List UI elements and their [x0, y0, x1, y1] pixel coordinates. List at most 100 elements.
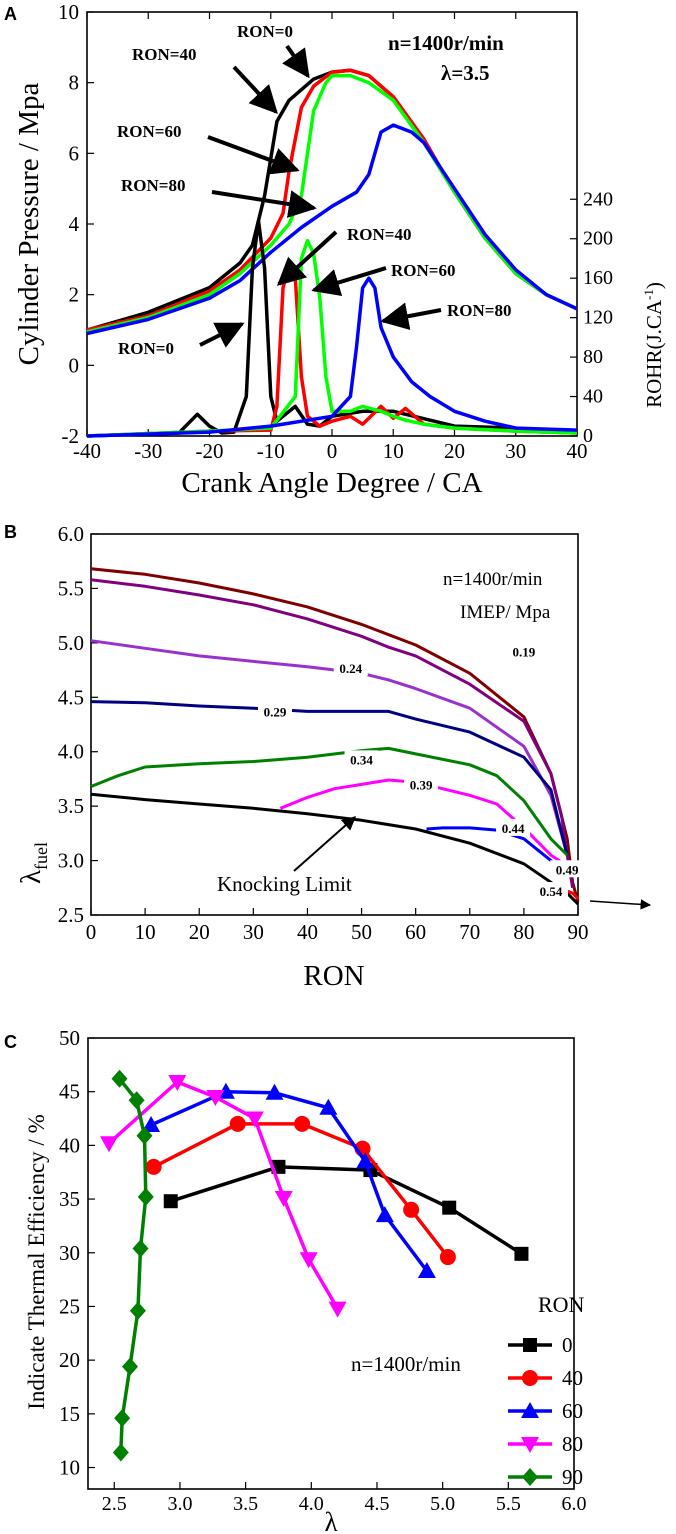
chart-b-ylabel: λfuel	[15, 842, 51, 884]
chart-a-xtick-label: 10	[383, 439, 404, 463]
chart-c-xtick-label: 3.5	[233, 1493, 258, 1515]
chart-c-ticks: 2.5 3.0 3.5 4.0 4.5 5.0 5.5 6.0 10 15 20 25 30 35 40 45…	[59, 1026, 587, 1515]
chart-a-xtick-label: -20	[196, 439, 224, 463]
chart-b-knock-label: Knocking Limit	[217, 872, 352, 896]
chart-c-point-ron80	[274, 1190, 293, 1207]
chart-a-ytick-label: 2	[69, 283, 80, 307]
chart-a-xtick-label: 0	[327, 439, 338, 463]
chart-a-y2tick-label: 80	[583, 346, 603, 368]
chart-a-label-r-ron40: RON=40	[347, 225, 411, 244]
chart-a-y2tick-label: 40	[583, 386, 603, 408]
chart-b-contour-label-bg	[344, 750, 379, 768]
chart-c-xtick-label: 2.5	[102, 1493, 127, 1515]
chart-b-ytick-label: 5.5	[58, 576, 84, 600]
chart-b-contour-labels: 0.19 0.24 0.29 0.34 0.39 0.44 0.49 0.54	[257, 642, 585, 900]
chart-c-legend-label: 40	[562, 1366, 583, 1390]
chart-a-label-r-ron60: RON=60	[391, 261, 455, 280]
chart-a-xtick-label: -30	[134, 439, 162, 463]
chart-b: 0 10 20 30 40 50 60 70 80 90 2.5 3.0 3.5 4.0 4.5 5.0 5.5…	[15, 522, 652, 992]
chart-c-ytick-label: 50	[59, 1026, 80, 1050]
chart-c-xlabel: λ	[324, 1507, 337, 1534]
chart-b-contour-label-bg	[550, 860, 585, 878]
chart-c-xtick-label: 5.0	[430, 1493, 455, 1515]
chart-c-legend-label: 60	[562, 1399, 583, 1423]
chart-c-legend-marker	[523, 1338, 537, 1352]
chart-c-point-ron80	[328, 1301, 347, 1318]
chart-a-xtick-label: 40	[567, 439, 588, 463]
chart-a-rohr-line-ron60	[86, 238, 578, 438]
chart-b-xtick-label: 70	[459, 920, 480, 944]
chart-a-arrow-p-ron40	[232, 65, 278, 115]
chart-c-xtick-label: 6.0	[562, 1493, 587, 1515]
chart-c-legend-label: 0	[562, 1333, 573, 1357]
chart-b-contour-label: 0.39	[410, 777, 433, 792]
chart-b-line-0-49	[566, 889, 580, 900]
chart-a-xtick-label: -10	[257, 439, 285, 463]
chart-a-xtick-label: 20	[444, 439, 465, 463]
chart-c-annotation: n=1400r/min	[351, 1352, 461, 1376]
chart-b-ytick-label: 5.0	[58, 631, 84, 655]
chart-b-series	[90, 567, 580, 906]
chart-c-ylabel: Indicate Thermal Efficiency / %	[24, 1114, 49, 1409]
chart-c-legend-title: RON	[538, 1292, 585, 1317]
chart-b-xtick-label: 80	[513, 920, 534, 944]
chart-b-line-0-24	[90, 639, 569, 856]
chart-a: -40 -30 -20 -10 0 10 20 30 40-202468100408012016…	[13, 0, 666, 499]
chart-c-legend-marker	[522, 1370, 538, 1386]
chart-c-ytick-label: 45	[59, 1080, 80, 1104]
chart-c-line-ron0	[170, 1165, 523, 1256]
chart-a-xtick-label: -40	[73, 439, 101, 463]
chart-a-ylabel: Cylinder Pressure / Mpa	[13, 83, 45, 366]
chart-c-point-ron40	[294, 1115, 311, 1132]
chart-a-ytick-label: -2	[62, 424, 80, 448]
chart-a-series	[86, 68, 578, 438]
chart-a-ticks: -40 -30 -20 -10 0 10 20 30 40-202468100408012016…	[58, 0, 613, 463]
chart-b-line-0-34	[90, 746, 569, 857]
chart-c-ytick-label: 20	[59, 1348, 80, 1372]
chart-c-point-ron90	[122, 1357, 139, 1376]
chart-c-ytick-label: 30	[59, 1241, 80, 1265]
chart-c-point-ron60	[319, 1098, 338, 1115]
chart-c-point-ron90	[128, 1091, 145, 1110]
chart-c-point-ron90	[129, 1301, 146, 1320]
chart-a-y2label: ROHR(J.CA-1)	[641, 282, 666, 408]
chart-a-label-p-ron60: RON=60	[117, 122, 181, 141]
chart-c-frame	[87, 1037, 575, 1490]
chart-c-point-ron60	[417, 1262, 436, 1279]
chart-b-condition-imep: IMEP/ Mpa	[460, 602, 551, 623]
chart-c-xtick-label: 4.5	[364, 1493, 389, 1515]
chart-b-contour-label: 0.19	[513, 645, 536, 660]
chart-a-condition-speed: n=1400r/min	[388, 31, 504, 55]
chart-c-legend-label: 80	[562, 1432, 583, 1456]
chart-a-ytick-label: 8	[69, 71, 80, 95]
chart-a-pressure-line-ron40	[86, 68, 578, 332]
chart-a-label-p-ron80: RON=80	[121, 176, 185, 195]
chart-c-point-ron90	[136, 1126, 153, 1145]
chart-a-label-p-ron40: RON=40	[132, 45, 196, 64]
chart-b-line-0-19	[90, 578, 575, 889]
chart-c-point-ron60	[142, 1115, 161, 1132]
chart-b-knock-arrow	[293, 816, 357, 872]
chart-a-ytick-label: 6	[69, 141, 80, 165]
panel-label-c: C	[4, 1032, 17, 1052]
chart-a-y2tick-label: 200	[583, 228, 613, 250]
chart-c-point-ron90	[111, 1069, 128, 1088]
chart-c-ytick-label: 35	[59, 1187, 80, 1211]
chart-a-arrow-r-ron40	[276, 230, 338, 286]
chart-b-054-arrow	[589, 899, 652, 910]
chart-c-point-ron40	[145, 1158, 162, 1175]
chart-b-ytick-label: 3.0	[58, 849, 84, 873]
chart-c-xtick-label: 4.0	[299, 1493, 324, 1515]
chart-b-ytick-label: 6.0	[58, 522, 84, 546]
chart-c-series	[100, 1069, 529, 1462]
chart-c-line-ron60	[150, 1089, 429, 1273]
chart-c-point-ron80	[206, 1090, 225, 1107]
chart-b-contour-label: 0.24	[339, 661, 362, 676]
chart-c-xtick-label: 5.5	[496, 1493, 521, 1515]
chart-b-xtick-label: 0	[86, 920, 97, 944]
chart-b-contour-label: 0.44	[502, 821, 525, 836]
chart-c-xtick-label: 3.0	[167, 1493, 192, 1515]
chart-a-ytick-label: 4	[69, 212, 80, 236]
chart-b-line-outer	[90, 567, 580, 903]
